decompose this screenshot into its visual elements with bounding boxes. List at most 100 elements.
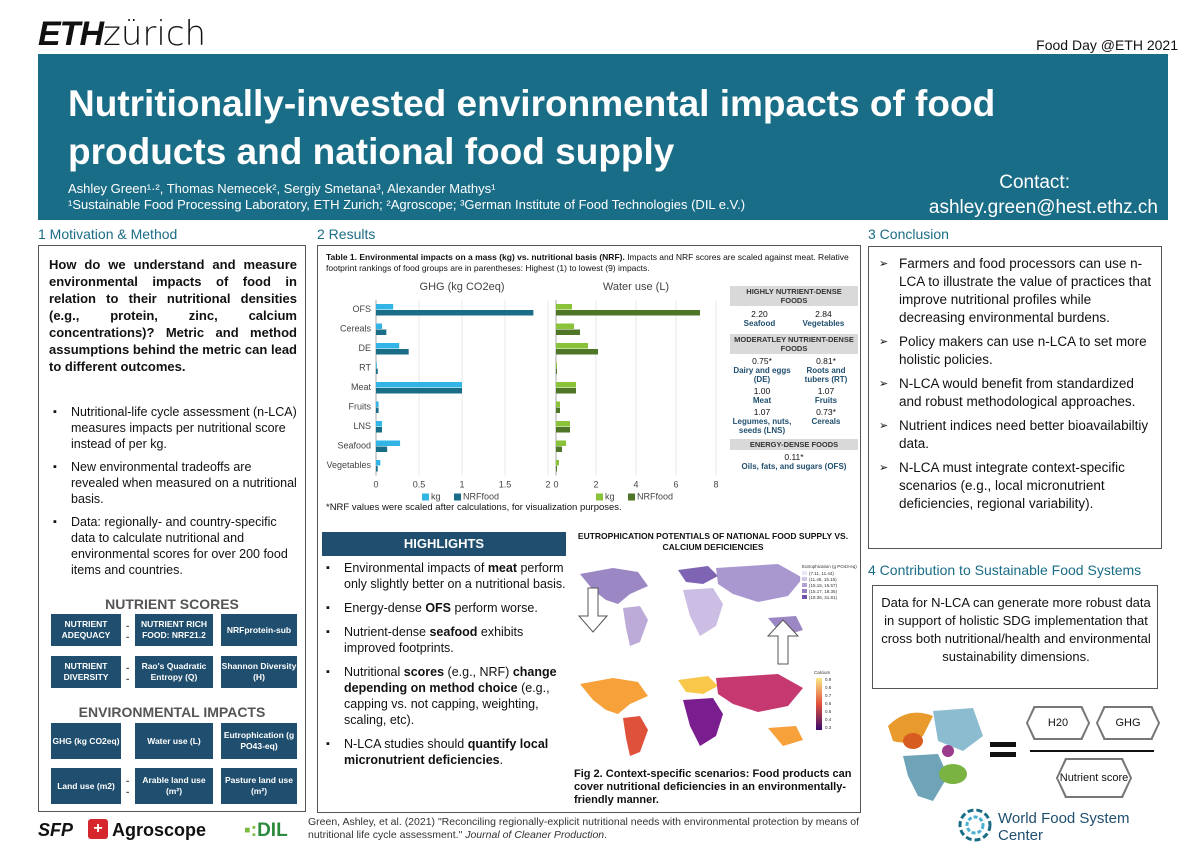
list-item: Data: regionally- and country-specific d… bbox=[49, 514, 299, 578]
contact-email[interactable]: ashley.green@hest.ethz.ch bbox=[928, 197, 1158, 218]
category-label: DE bbox=[358, 343, 371, 353]
down-arrow-icon bbox=[577, 587, 609, 633]
nrf-note: *NRF values were scaled after calculatio… bbox=[326, 502, 622, 513]
bar-nrffood-seafood bbox=[376, 446, 388, 452]
highlights-list: Environmental impacts of meat perform on… bbox=[322, 560, 568, 776]
europe-icon bbox=[933, 708, 983, 751]
food-group-label: Meat bbox=[752, 396, 772, 405]
nrf-value: 1.00 bbox=[753, 386, 771, 396]
legend-swatch bbox=[596, 493, 603, 501]
category-label: Fruits bbox=[349, 402, 372, 412]
legend-swatch bbox=[802, 583, 807, 587]
nrf-value: 0.81* bbox=[816, 356, 836, 366]
legend-swatch bbox=[802, 595, 807, 599]
bar-kg-cereals bbox=[376, 323, 383, 329]
food-group-label: Oils, fats, and sugars (OFS) bbox=[741, 462, 847, 471]
colorbar-tick: 0.7 bbox=[825, 693, 832, 698]
x-tick-label: 0.5 bbox=[413, 480, 426, 490]
legend-label: kg bbox=[605, 492, 615, 502]
sfp-logo: SFP bbox=[38, 820, 74, 840]
food-group-label: Cereals bbox=[811, 417, 841, 426]
bar-nrffood-cereals bbox=[376, 329, 387, 335]
colorbar-tick: 0.6 bbox=[825, 701, 832, 706]
nutrient-score-box: NUTRIENT DIVERSITY bbox=[51, 656, 121, 688]
wfsc-logo-icon bbox=[958, 808, 992, 842]
bar-kg-meat bbox=[376, 382, 462, 388]
chart-title: Water use (L) bbox=[603, 281, 669, 293]
category-label: Cereals bbox=[340, 324, 372, 334]
connector: -- bbox=[126, 663, 130, 685]
bar-nrffood-seafood bbox=[556, 446, 562, 452]
list-item: Nutritional scores (e.g., NRF) change de… bbox=[322, 664, 568, 728]
nutrient-density-panel: HIGHLY NUTRIENT-DENSE FOODS 2.20 Seafood … bbox=[730, 286, 858, 511]
bar-nrffood-fruits bbox=[376, 407, 379, 413]
bar-nrffood-de bbox=[376, 349, 409, 355]
list-item: Farmers and food processors can use n-LC… bbox=[877, 255, 1157, 327]
bar-kg-de bbox=[556, 343, 588, 349]
x-tick-label: 1.5 bbox=[499, 480, 512, 490]
impact-box: Eutrophication (g PO43-eq) bbox=[221, 723, 297, 759]
food-group-label: Seafood bbox=[743, 319, 776, 328]
nutrient-score-box: NUTRIENT ADEQUACY bbox=[51, 614, 121, 646]
legend-swatch bbox=[802, 577, 807, 581]
impact-bar-charts: GHG (kg CO2eq) 0 0.5 1 1.5 2 OFS Cereals DE RT Mea… bbox=[326, 281, 718, 502]
legend-swatch bbox=[454, 493, 461, 501]
bar-nrffood-rt bbox=[376, 368, 378, 374]
swiss-cross-icon: + bbox=[88, 819, 108, 839]
list-item: Nutrient indices need better bioavailabi… bbox=[877, 417, 1157, 453]
figure-2-caption: Fig 2. Context-specific scenarios: Food … bbox=[574, 768, 852, 806]
connector: -- bbox=[126, 776, 130, 798]
nrf-value: 0.73* bbox=[816, 407, 836, 417]
cornucopia-icon bbox=[888, 712, 933, 743]
legend-label: (11.45, 15.15) bbox=[809, 577, 837, 582]
x-tick-label: 0 bbox=[373, 480, 378, 490]
agroscope-logo: Agroscope bbox=[112, 820, 207, 840]
list-item: Environmental impacts of meat perform on… bbox=[322, 560, 568, 592]
bar-nrffood-fruits bbox=[556, 407, 560, 413]
list-item: Nutrient-dense seafood exhibits improved… bbox=[322, 624, 568, 656]
dil-logo: ▪:DIL bbox=[244, 820, 288, 841]
category-label: LNS bbox=[353, 421, 371, 431]
x-tick-label: 2 bbox=[593, 480, 598, 490]
calcium-colorbar bbox=[816, 678, 822, 730]
motivation-panel: How do we understand and measure environ… bbox=[38, 245, 306, 812]
highly-dense-header: HIGHLY NUTRIENT-DENSE FOODS bbox=[730, 286, 858, 306]
nutrient-score-box: NUTRIENT RICH FOOD: NRF21.2 bbox=[135, 614, 213, 646]
bar-nrffood-cereals bbox=[556, 329, 580, 335]
legend-label: NRFfood bbox=[637, 492, 673, 502]
up-arrow-icon bbox=[766, 619, 800, 665]
poster-title: Nutritionally-invested environmental imp… bbox=[68, 83, 996, 172]
wfsc-logo-text: World Food System Center bbox=[998, 810, 1130, 844]
africa-icon bbox=[903, 754, 948, 801]
energy-dense-header: ENERGY-DENSE FOODS bbox=[730, 439, 858, 450]
food-globe-illustration bbox=[888, 708, 983, 801]
bar-nrffood-lns bbox=[376, 427, 383, 433]
nutrient-score-box: NRFprotein-sub bbox=[221, 614, 297, 646]
x-tick-label: 8 bbox=[713, 480, 718, 490]
nutrient-scores-title: NUTRIENT SCORES bbox=[105, 596, 239, 612]
bar-kg-vegetables bbox=[376, 460, 381, 466]
category-label: RT bbox=[359, 363, 371, 373]
impact-box: Arable land use (m²) bbox=[135, 768, 213, 804]
food-group-label: Dairy and eggs (DE) bbox=[733, 366, 791, 384]
bar-nrffood-rt bbox=[556, 368, 557, 374]
food-group-label: Roots and tubers (RT) bbox=[804, 366, 848, 384]
food-group-label: Legumes, nuts, seeds (LNS) bbox=[732, 417, 792, 435]
authors: Ashley Green¹·², Thomas Nemecek², Sergiy… bbox=[68, 181, 745, 213]
bar-kg-fruits bbox=[376, 401, 379, 407]
contribution-panel: Data for N-LCA can generate more robust … bbox=[872, 585, 1158, 689]
food-group-label: Vegetables bbox=[802, 319, 845, 328]
list-item: Energy-dense OFS perform worse. bbox=[322, 600, 568, 616]
legend-swatch bbox=[628, 493, 635, 501]
conclusion-list: Farmers and food processors can use n-LC… bbox=[877, 255, 1157, 519]
calcium-deficiency-map: Calcium 0.9 0.8 0.7 0.6 0.5 0.4 0.3 bbox=[568, 666, 858, 766]
bar-kg-vegetables bbox=[556, 460, 559, 466]
environmental-impacts-title: ENVIRONMENTAL IMPACTS bbox=[78, 704, 266, 720]
moderately-dense-header: MODERATLEY NUTRIENT-DENSE FOODS bbox=[730, 334, 858, 354]
nrf-value: 1.07 bbox=[817, 386, 835, 396]
table-caption: Table 1. Environmental impacts on a mass… bbox=[326, 252, 849, 273]
nrf-value: 0.11* bbox=[784, 452, 804, 462]
x-tick-label: 6 bbox=[673, 480, 678, 490]
bread-icon bbox=[939, 764, 967, 784]
food-group-label: Fruits bbox=[814, 396, 838, 405]
